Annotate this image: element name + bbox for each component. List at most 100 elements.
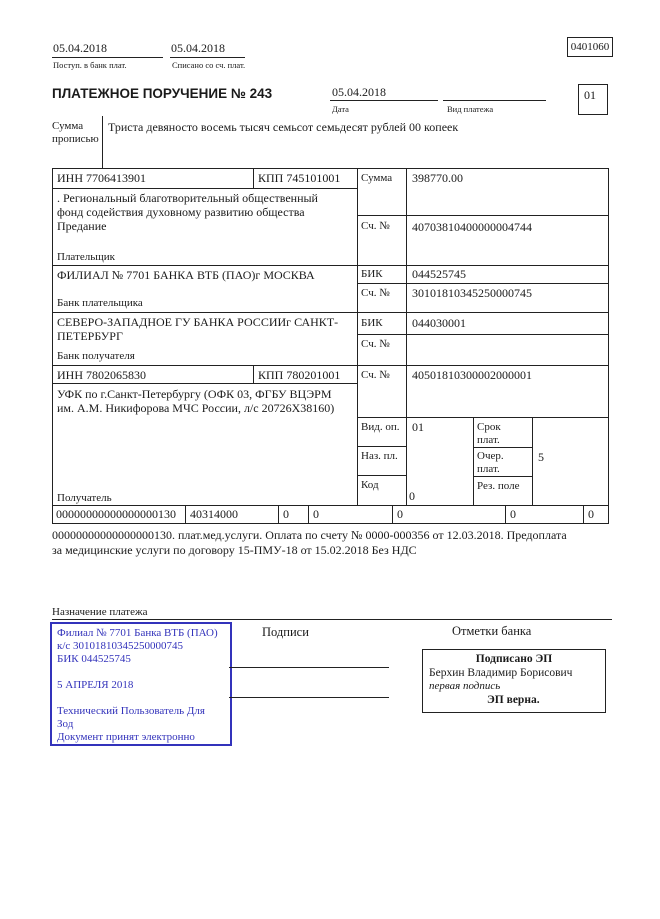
tax-field: 0 <box>510 507 516 521</box>
grid-line-h <box>357 475 406 476</box>
payee-bank-label: Банк получателя <box>57 350 135 362</box>
form-code-box: 0401060 <box>567 37 613 57</box>
payer-bank-bik-value: 044525745 <box>412 267 466 281</box>
tax-field: 0 <box>313 507 319 521</box>
amount-value: 398770.00 <box>412 171 463 185</box>
stamp-line: БИК 044525745 <box>57 653 131 665</box>
grid-line-h <box>52 383 357 384</box>
payer-name-line: . Региональный благотворительный обществ… <box>57 191 318 205</box>
document-date: 05.04.2018 <box>332 85 386 99</box>
stamp-line: Филиал № 7701 Банка ВТБ (ПАО) <box>57 627 218 639</box>
purpose-label: Назначение платежа <box>52 606 148 618</box>
grid-line-h <box>52 365 609 366</box>
tax-field-kbk: 00000000000000000130 <box>56 507 176 521</box>
grid-line-v <box>473 417 474 505</box>
payee-label: Получатель <box>57 492 112 504</box>
signatures-label: Подписи <box>262 625 309 639</box>
grid-line-h <box>473 447 532 448</box>
grid-line-h <box>357 446 406 447</box>
payee-name-line: им. А.М. Никифорова МЧС России, л/с 2072… <box>57 401 335 415</box>
payer-name-line: фонд содействия духовному развитию общес… <box>57 205 305 219</box>
payee-name-line: УФК по г.Санкт-Петербургу (ОФК 03, ФГБУ … <box>57 387 332 401</box>
grid-line-v <box>52 168 53 523</box>
stamp-line <box>57 692 225 705</box>
grid-line-v <box>102 116 103 168</box>
page-title: ПЛАТЕЖНОЕ ПОРУЧЕНИЕ № 243 <box>52 86 273 101</box>
grid-line-h <box>357 334 609 335</box>
grid-line-v <box>505 505 506 523</box>
stamp-line: Технический Пользователь Для <box>57 705 205 717</box>
payer-label: Плательщик <box>57 251 115 263</box>
grid-line-h <box>52 312 609 313</box>
electronic-signature-stamp: Подписано ЭП Берхин Владимир Борисович п… <box>422 649 606 713</box>
grid-line-h <box>52 505 609 506</box>
payee-kpp: КПП 780201001 <box>258 368 341 382</box>
esign-title: Подписано ЭП <box>475 653 553 665</box>
grid-line-v <box>608 168 609 523</box>
code-value: 0 <box>409 489 415 503</box>
stamp-line <box>57 666 225 679</box>
payee-bank-name-line: ПЕТЕРБУРГ <box>57 329 123 343</box>
payer-account-label: Сч. № <box>361 220 390 232</box>
purpose-text-line: за медицинские услуги по договору 15-ПМУ… <box>52 543 417 557</box>
payer-inn: ИНН 7706413901 <box>57 171 146 185</box>
grid-line-h <box>357 215 609 216</box>
operation-kind-value: 01 <box>412 420 424 434</box>
payee-bank-bik-label: БИК <box>361 317 383 329</box>
grid-line-v <box>583 505 584 523</box>
stamp-line: Зод <box>57 718 74 730</box>
stamp-line: 5 АПРЕЛЯ 2018 <box>57 679 134 691</box>
date-label: Дата <box>332 104 349 114</box>
grid-line-v <box>392 505 393 523</box>
operation-kind-label: Вид. оп. <box>361 421 400 433</box>
tax-field-oktmo: 40314000 <box>190 507 238 521</box>
tax-field: 0 <box>588 507 594 521</box>
tax-field: 0 <box>397 507 403 521</box>
grid-line-h <box>443 100 546 101</box>
grid-line-v <box>357 168 358 505</box>
tax-field: 0 <box>283 507 289 521</box>
grid-line-h <box>52 57 163 58</box>
code-label: Код <box>361 479 379 491</box>
grid-line-v <box>253 168 254 188</box>
bank-acceptance-stamp: Филиал № 7701 Банка ВТБ (ПАО) к/с 301018… <box>50 622 232 746</box>
amount-words-label-2: прописью <box>52 133 99 145</box>
grid-line-h <box>357 417 609 418</box>
grid-line-v <box>185 505 186 523</box>
payee-account-value: 40501810300002000001 <box>412 368 532 382</box>
grid-line-h <box>170 57 245 58</box>
payment-order-label: Очер. плат. <box>477 450 504 475</box>
esign-name: Берхин Владимир Борисович <box>429 666 573 679</box>
grid-line-v <box>253 365 254 383</box>
esign-valid: ЭП верна. <box>487 693 540 706</box>
stamp-line: Документ принят электронно <box>57 731 195 743</box>
purpose-text-line: 00000000000000000130. плат.мед.услуги. О… <box>52 528 567 542</box>
payee-account-label: Сч. № <box>361 369 390 381</box>
grid-line-v <box>278 505 279 523</box>
esign-type: первая подпись <box>429 680 501 692</box>
grid-line-h <box>52 523 609 524</box>
reserve-field-label: Рез. поле <box>477 480 520 492</box>
payee-bank-bik-value: 044030001 <box>412 316 466 330</box>
stamp-line: к/с 30101810345250000745 <box>57 640 184 652</box>
payer-kpp: КПП 745101001 <box>258 171 341 185</box>
payment-order-value: 5 <box>538 450 544 464</box>
payer-account-value: 40703810400000004744 <box>412 220 532 234</box>
payee-bank-name-line: СЕВЕРО-ЗАПАДНОЕ ГУ БАНКА РОССИИг САНКТ- <box>57 315 339 329</box>
grid-line-h <box>473 476 532 477</box>
payee-inn: ИНН 7802065830 <box>57 368 146 382</box>
grid-line-v <box>308 505 309 523</box>
payee-bank-account-label: Сч. № <box>361 338 390 350</box>
grid-line-h <box>52 188 357 189</box>
signature-line <box>229 697 389 698</box>
grid-line-v <box>406 168 407 505</box>
grid-line-v <box>532 417 533 505</box>
payer-bank-name: ФИЛИАЛ № 7701 БАНКА ВТБ (ПАО)г МОСКВА <box>57 268 315 282</box>
debited-date: 05.04.2018 <box>171 41 225 55</box>
payment-term-label: Срок плат. <box>477 421 501 446</box>
payer-bank-bik-label: БИК <box>361 268 383 280</box>
debited-label: Списано со сч. плат. <box>172 60 246 70</box>
grid-line-h <box>52 265 609 266</box>
payment-purpose-code-label: Наз. пл. <box>361 450 398 462</box>
